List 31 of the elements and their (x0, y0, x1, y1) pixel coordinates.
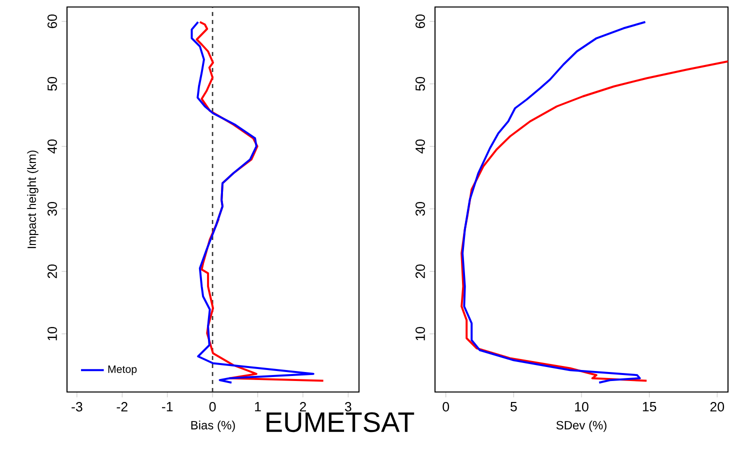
y-tick-label: 20 (48, 264, 57, 278)
x-tick-label: 15 (642, 402, 656, 412)
text: EUMETSAT (266, 412, 414, 432)
y-tick-label: 40 (416, 139, 425, 154)
y-tick-label: 20 (416, 264, 425, 278)
x-tick-label: -1 (162, 402, 173, 412)
x-tick-label: 20 (710, 402, 724, 412)
x-tick-label: 2 (300, 402, 306, 412)
y-tick-label: 50 (48, 76, 57, 91)
y-tick-label: 60 (416, 14, 425, 28)
x-tick-label: -2 (116, 402, 128, 412)
y-tick-label: 10 (48, 326, 57, 340)
legend-label: Metop (108, 366, 137, 376)
x-tick-label: 0 (209, 402, 216, 412)
x-axis-title: Bias (%) (191, 420, 235, 432)
line-series (462, 21, 646, 384)
x-tick-label: 3 (344, 402, 352, 412)
x-tick-label: 5 (510, 402, 517, 412)
x-tick-label: 1 (255, 402, 261, 412)
y-tick-label: 60 (48, 14, 57, 28)
y-tick-label: 50 (416, 76, 425, 91)
x-tick-label: -3 (72, 402, 82, 412)
y-axis-title: Impact height (km) (27, 150, 38, 248)
y-tick-label: 40 (48, 139, 57, 154)
x-tick-label: 10 (575, 402, 588, 412)
y-tick-label: 30 (48, 202, 57, 216)
x-axis-title: SDev (%) (556, 420, 606, 432)
x-tick-label: 0 (442, 402, 450, 412)
y-tick-label: 30 (416, 202, 425, 216)
y-tick-label: 10 (416, 326, 425, 340)
line-series (460, 60, 728, 382)
